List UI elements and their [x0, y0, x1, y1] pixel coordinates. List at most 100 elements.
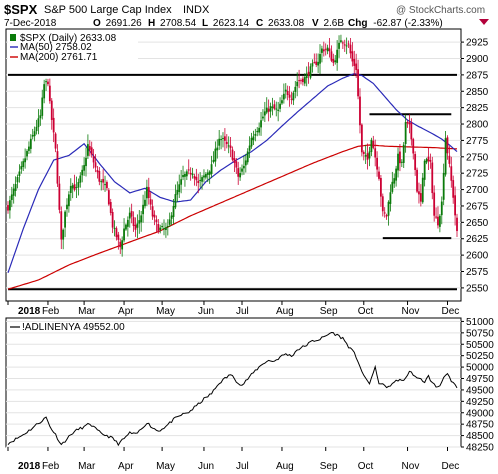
candle-body	[159, 227, 162, 231]
ma50-line	[7, 72, 458, 273]
candle-body	[47, 81, 49, 85]
candle-body	[303, 77, 306, 84]
candle-body	[77, 182, 80, 188]
candle-body	[442, 172, 445, 200]
candle-body	[360, 124, 363, 153]
candle-body	[62, 229, 65, 240]
candle-body	[391, 181, 394, 192]
candle-body	[176, 189, 179, 195]
candle-body	[165, 227, 167, 231]
candle-body	[142, 204, 144, 215]
candle-body	[197, 180, 200, 184]
candle-body	[254, 133, 257, 136]
candle-body	[71, 185, 74, 189]
breadth-xtick-label: 2018	[18, 461, 41, 472]
candle-body	[170, 215, 173, 219]
candle-body	[199, 179, 202, 181]
down-arrow-icon	[479, 19, 489, 25]
candle-body	[326, 47, 329, 52]
candle-body	[446, 137, 449, 154]
candle-body	[402, 144, 405, 163]
candle-body	[452, 180, 455, 198]
price-ytick-label: 2600	[466, 251, 489, 262]
candle-body	[98, 171, 101, 182]
candle-body	[271, 106, 274, 108]
candle-body	[14, 183, 17, 191]
candle-body	[140, 215, 143, 223]
low-label: L	[202, 18, 208, 29]
candle-body	[418, 191, 420, 195]
candle-body	[246, 151, 249, 163]
candle-body	[311, 63, 314, 67]
candle-body	[385, 215, 388, 217]
candle-body	[381, 196, 384, 212]
candle-body	[45, 81, 47, 83]
candle-body	[92, 156, 95, 163]
candle-body	[102, 178, 105, 183]
price-xtick-label: Feb	[42, 306, 60, 317]
breadth-series	[7, 331, 458, 447]
candle-body	[168, 219, 171, 225]
price-xtick-label: May	[156, 306, 175, 317]
candle-body	[290, 98, 293, 100]
candle-body	[315, 61, 318, 65]
candle-body	[347, 43, 350, 45]
candle-body	[322, 49, 325, 52]
candle-body	[298, 80, 300, 82]
price-xtick-label: Jun	[198, 306, 214, 317]
candle-body	[39, 115, 42, 119]
candle-body	[410, 122, 413, 140]
candle-body	[239, 173, 242, 178]
candle-body	[349, 44, 352, 54]
candle-body	[319, 54, 321, 64]
candle-body	[172, 205, 175, 217]
price-ytick-label: 2650	[466, 218, 489, 229]
breadth-xtick-label: May	[156, 461, 175, 472]
breadth-xtick-label: Apr	[118, 461, 134, 472]
candle-body	[260, 120, 262, 128]
breadth-ytick-label: 50000	[466, 363, 494, 374]
open-value: 2691.26	[106, 18, 143, 29]
candle-body	[412, 139, 415, 154]
breadth-ytick-label: 49750	[466, 374, 494, 385]
candle-body	[147, 187, 150, 199]
close-value: 2633.08	[268, 18, 305, 29]
price-level-lines	[8, 73, 457, 291]
price-xtick-label: Oct	[358, 306, 374, 317]
price-grid	[6, 41, 461, 289]
candle-body	[357, 69, 359, 97]
candle-body	[60, 211, 63, 240]
candle-body	[81, 169, 84, 176]
candle-body	[406, 121, 409, 124]
breadth-xtick-label: Nov	[402, 461, 420, 472]
candle-body	[20, 166, 23, 170]
candle-body	[284, 89, 287, 92]
watermark: @ StockCharts.com	[396, 5, 485, 16]
candle-body	[279, 103, 281, 109]
candle-body	[444, 138, 447, 175]
candle-body	[115, 228, 118, 238]
price-xtick-label: Sep	[320, 306, 338, 317]
candle-body	[340, 40, 342, 42]
candle-body	[83, 165, 86, 171]
candle-body	[182, 174, 184, 178]
candle-body	[229, 145, 232, 149]
price-ytick-label: 2575	[466, 267, 489, 278]
candle-body	[389, 192, 392, 204]
candle-body	[119, 241, 122, 248]
candle-body	[324, 48, 327, 50]
candle-body	[100, 181, 103, 183]
candle-body	[277, 109, 280, 111]
candle-body	[400, 161, 403, 163]
candle-body	[163, 228, 165, 230]
candle-body	[286, 91, 289, 95]
candle-body	[50, 100, 53, 120]
candle-body	[191, 173, 194, 176]
candle-body	[334, 60, 337, 63]
candle-body	[233, 158, 236, 163]
legend-candle-swatch	[10, 34, 16, 41]
candle-body	[144, 199, 146, 207]
candle-body	[187, 169, 190, 171]
candle-body	[355, 63, 358, 71]
